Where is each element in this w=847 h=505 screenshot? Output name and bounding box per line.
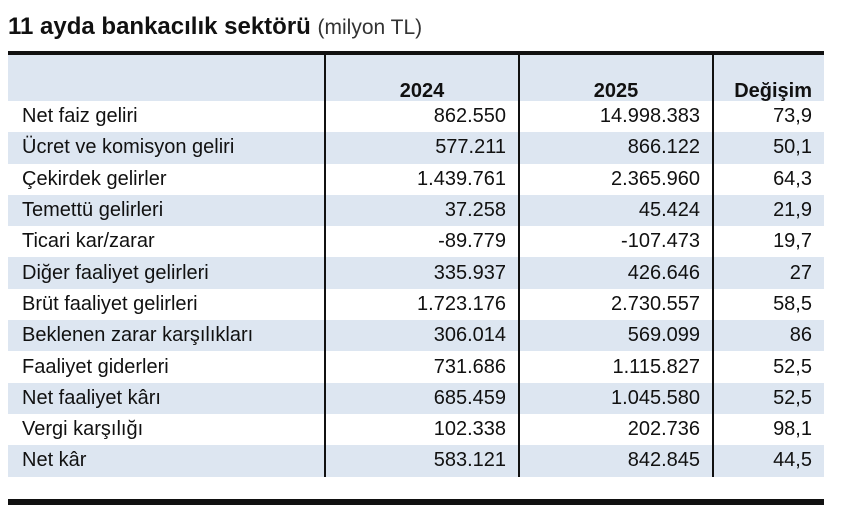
table-row: Diğer faaliyet gelirleri 335.937 426.646… (8, 257, 824, 289)
value-2025: 1.115.827 (518, 351, 713, 383)
value-change: 52,5 (712, 351, 824, 383)
row-label: Ücret ve komisyon geliri (22, 136, 235, 159)
header-2025: 2025 (518, 55, 713, 101)
value-change: 27 (712, 257, 824, 289)
value-2025: 1.045.580 (518, 382, 713, 414)
value-2024: 731.686 (324, 351, 519, 383)
row-label: Net faaliyet kârı (22, 386, 161, 409)
table-row: Çekirdek gelirler 1.439.761 2.365.960 64… (8, 163, 824, 195)
value-2025: 14.998.383 (518, 101, 713, 133)
table-row: Net faaliyet kârı 685.459 1.045.580 52,5 (8, 382, 824, 414)
value-2025: 202.736 (518, 413, 713, 446)
value-change: 19,7 (712, 226, 824, 258)
value-2025: 45.424 (518, 194, 713, 227)
table-frame: 2024 2025 Değişim Net faiz geliri 862.55… (8, 51, 824, 505)
table-row: Beklenen zarar karşılıkları 306.014 569.… (8, 320, 824, 352)
value-change: 44,5 (712, 445, 824, 477)
value-2025: -107.473 (518, 226, 713, 258)
value-2024: 1.723.176 (324, 288, 519, 321)
value-2025: 426.646 (518, 257, 713, 289)
table-row: Ticari kar/zarar -89.779 -107.473 19,7 (8, 226, 824, 258)
table-row: Faaliyet giderleri 731.686 1.115.827 52,… (8, 351, 824, 383)
value-2024: 1.439.761 (324, 163, 519, 195)
value-change: 64,3 (712, 163, 824, 195)
value-2024: 577.211 (324, 132, 519, 164)
value-2024: 583.121 (324, 445, 519, 477)
table-header-row: 2024 2025 Değişim (8, 55, 824, 101)
row-label: Net faiz geliri (22, 105, 138, 128)
value-change: 58,5 (712, 288, 824, 321)
value-change: 86 (712, 320, 824, 352)
value-change: 73,9 (712, 101, 824, 133)
header-change: Değişim (712, 55, 824, 101)
row-label: Vergi karşılığı (22, 418, 144, 441)
header-label (8, 55, 325, 101)
row-label: Beklenen zarar karşılıkları (22, 324, 254, 347)
header-2024: 2024 (324, 55, 519, 101)
row-label: Net kâr (22, 449, 87, 472)
value-2024: 862.550 (324, 101, 519, 133)
row-label: Temettü gelirleri (22, 199, 164, 222)
value-change: 50,1 (712, 132, 824, 164)
value-2025: 842.845 (518, 445, 713, 477)
value-2024: 685.459 (324, 382, 519, 414)
value-2024: 335.937 (324, 257, 519, 289)
table-row: Temettü gelirleri 37.258 45.424 21,9 (8, 194, 824, 227)
table-row: Net kâr 583.121 842.845 44,5 (8, 445, 824, 477)
data-table: 2024 2025 Değişim Net faiz geliri 862.55… (8, 55, 824, 477)
row-label: Diğer faaliyet gelirleri (22, 261, 209, 284)
row-label: Çekirdek gelirler (22, 167, 167, 190)
value-2025: 2.365.960 (518, 163, 713, 195)
value-2025: 569.099 (518, 320, 713, 352)
row-label: Faaliyet giderleri (22, 355, 169, 378)
value-2024: 306.014 (324, 320, 519, 352)
page-title: 11 ayda bankacılık sektörü (milyon TL) (8, 12, 422, 43)
table-row: Brüt faaliyet gelirleri 1.723.176 2.730.… (8, 288, 824, 321)
value-change: 52,5 (712, 382, 824, 414)
row-label: Ticari kar/zarar (22, 230, 155, 253)
value-2024: 102.338 (324, 413, 519, 446)
value-change: 98,1 (712, 413, 824, 446)
table-row: Ücret ve komisyon geliri 577.211 866.122… (8, 132, 824, 164)
table-row: Vergi karşılığı 102.338 202.736 98,1 (8, 413, 824, 446)
title-main: 11 ayda bankacılık sektörü (8, 13, 311, 40)
value-2025: 866.122 (518, 132, 713, 164)
value-2024: -89.779 (324, 226, 519, 258)
table-row: Net faiz geliri 862.550 14.998.383 73,9 (8, 101, 824, 133)
value-change: 21,9 (712, 194, 824, 227)
value-2025: 2.730.557 (518, 288, 713, 321)
value-2024: 37.258 (324, 194, 519, 227)
row-label: Brüt faaliyet gelirleri (22, 292, 198, 315)
title-unit: (milyon TL) (317, 16, 423, 39)
